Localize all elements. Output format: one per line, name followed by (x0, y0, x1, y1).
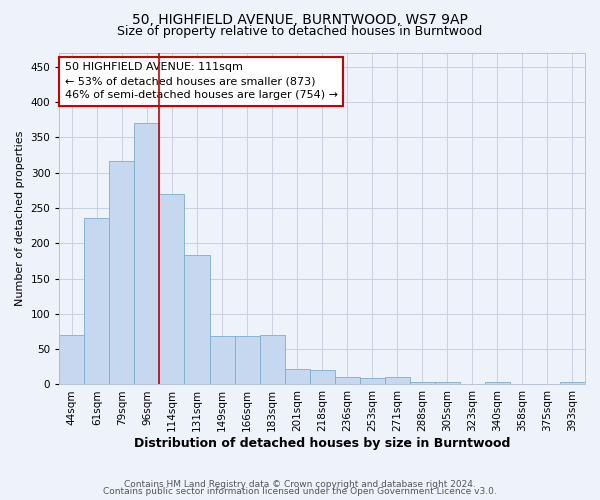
Bar (260, 335, 284, 384)
Bar (134, 123, 160, 384)
Text: Size of property relative to detached houses in Burntwood: Size of property relative to detached ho… (118, 25, 482, 38)
Bar (184, 255, 209, 384)
Bar (435, 382, 460, 384)
Bar (310, 370, 335, 384)
Bar (160, 194, 184, 384)
X-axis label: Distribution of detached houses by size in Burntwood: Distribution of detached houses by size … (134, 437, 511, 450)
Bar (560, 382, 585, 384)
Text: Contains public sector information licensed under the Open Government Licence v3: Contains public sector information licen… (103, 488, 497, 496)
Bar (385, 376, 410, 384)
Text: 50 HIGHFIELD AVENUE: 111sqm
← 53% of detached houses are smaller (873)
46% of se: 50 HIGHFIELD AVENUE: 111sqm ← 53% of det… (65, 62, 338, 100)
Text: 50, HIGHFIELD AVENUE, BURNTWOOD, WS7 9AP: 50, HIGHFIELD AVENUE, BURNTWOOD, WS7 9AP (132, 12, 468, 26)
Bar (360, 378, 385, 384)
Bar (335, 378, 360, 384)
Bar (410, 382, 435, 384)
Bar (109, 162, 134, 384)
Bar (59, 335, 85, 384)
Bar (284, 369, 310, 384)
Bar (209, 336, 235, 384)
Bar (85, 218, 109, 384)
Text: Contains HM Land Registry data © Crown copyright and database right 2024.: Contains HM Land Registry data © Crown c… (124, 480, 476, 489)
Bar (485, 382, 510, 384)
Y-axis label: Number of detached properties: Number of detached properties (15, 131, 25, 306)
Bar (235, 336, 260, 384)
